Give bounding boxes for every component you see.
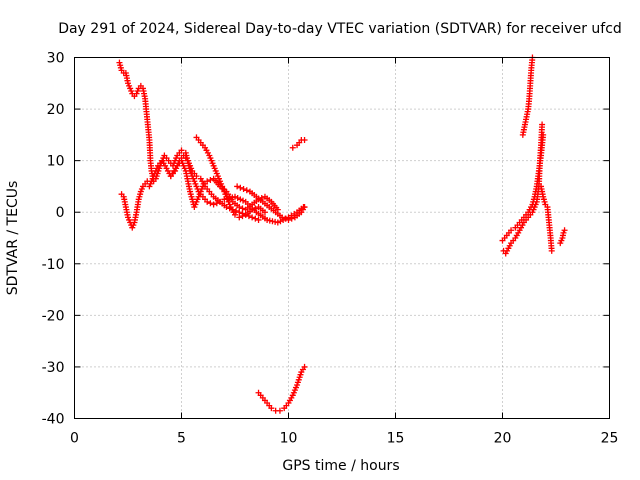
- series-track-a: [116, 59, 157, 185]
- data-point: [243, 187, 250, 194]
- data-point: [213, 200, 220, 207]
- y-tick-label: -10: [42, 257, 65, 273]
- series-track-h: [255, 363, 308, 414]
- series-track-m: [557, 227, 568, 247]
- data-point: [279, 214, 286, 221]
- data-point: [276, 407, 283, 414]
- x-axis-label: GPS time / hours: [282, 458, 399, 474]
- data-point: [301, 204, 308, 211]
- y-tick-label: 20: [47, 102, 65, 118]
- data-point: [240, 186, 247, 193]
- data-point: [204, 198, 211, 205]
- data-point: [249, 214, 256, 221]
- data-point: [178, 147, 185, 154]
- y-tick-label: 30: [47, 51, 65, 67]
- y-tick-label: -20: [42, 308, 65, 324]
- plot-frame: [74, 57, 610, 419]
- series-track-f: [234, 183, 308, 223]
- data-point: [508, 227, 515, 234]
- y-axis-label: SDTVAR / TECUs: [5, 181, 21, 296]
- data-point: [207, 200, 214, 207]
- chart-title: Day 291 of 2024, Sidereal Day-to-day VTE…: [58, 21, 622, 37]
- data-point: [234, 195, 241, 202]
- data-point: [249, 206, 256, 213]
- y-tick-label: -30: [42, 360, 65, 376]
- data-point: [236, 209, 243, 216]
- series-track-g: [289, 137, 308, 151]
- data-point: [548, 247, 555, 254]
- series-track-j: [500, 121, 546, 257]
- x-tick-label: 20: [494, 431, 512, 447]
- series-track-e: [193, 134, 268, 221]
- data-point: [232, 211, 238, 218]
- series-track-c: [146, 152, 262, 223]
- data-point: [236, 214, 243, 221]
- y-tick-label: 10: [47, 154, 65, 170]
- data-point: [539, 121, 546, 128]
- data-point: [193, 173, 200, 180]
- data-point: [277, 218, 284, 225]
- data-point: [282, 215, 289, 222]
- data-points: [116, 54, 568, 414]
- data-point: [288, 215, 295, 222]
- data-point: [204, 178, 211, 185]
- data-point: [255, 216, 262, 223]
- data-point: [301, 137, 308, 144]
- data-point: [289, 144, 296, 151]
- x-tick-label: 0: [70, 431, 79, 447]
- axis-ticks: 0 5 10 15 20 25 -40 -30 -20 -10 0 10 20 30: [42, 51, 619, 447]
- y-tick-label: 0: [56, 205, 65, 221]
- x-tick-label: 5: [177, 431, 186, 447]
- data-point: [252, 215, 259, 222]
- data-point: [236, 204, 243, 211]
- series-track-l: [538, 183, 555, 254]
- data-point: [232, 193, 238, 200]
- data-point: [261, 209, 268, 216]
- data-point: [252, 205, 259, 212]
- data-point: [239, 213, 246, 220]
- data-point: [240, 197, 247, 204]
- y-tick-label: -40: [42, 412, 65, 428]
- series-track-b: [118, 147, 307, 231]
- x-tick-label: 15: [387, 431, 405, 447]
- data-point: [237, 184, 244, 191]
- data-point: [239, 205, 246, 212]
- x-tick-label: 10: [280, 431, 298, 447]
- data-point: [210, 201, 217, 208]
- data-point: [519, 131, 526, 138]
- data-point: [268, 405, 275, 412]
- data-point: [285, 216, 292, 223]
- data-point: [274, 219, 281, 226]
- x-tick-label: 25: [601, 431, 619, 447]
- data-point: [301, 363, 308, 370]
- series-track-k: [519, 54, 536, 138]
- data-point: [561, 227, 568, 234]
- data-point: [245, 213, 252, 220]
- data-point: [237, 196, 244, 203]
- data-point: [234, 183, 241, 190]
